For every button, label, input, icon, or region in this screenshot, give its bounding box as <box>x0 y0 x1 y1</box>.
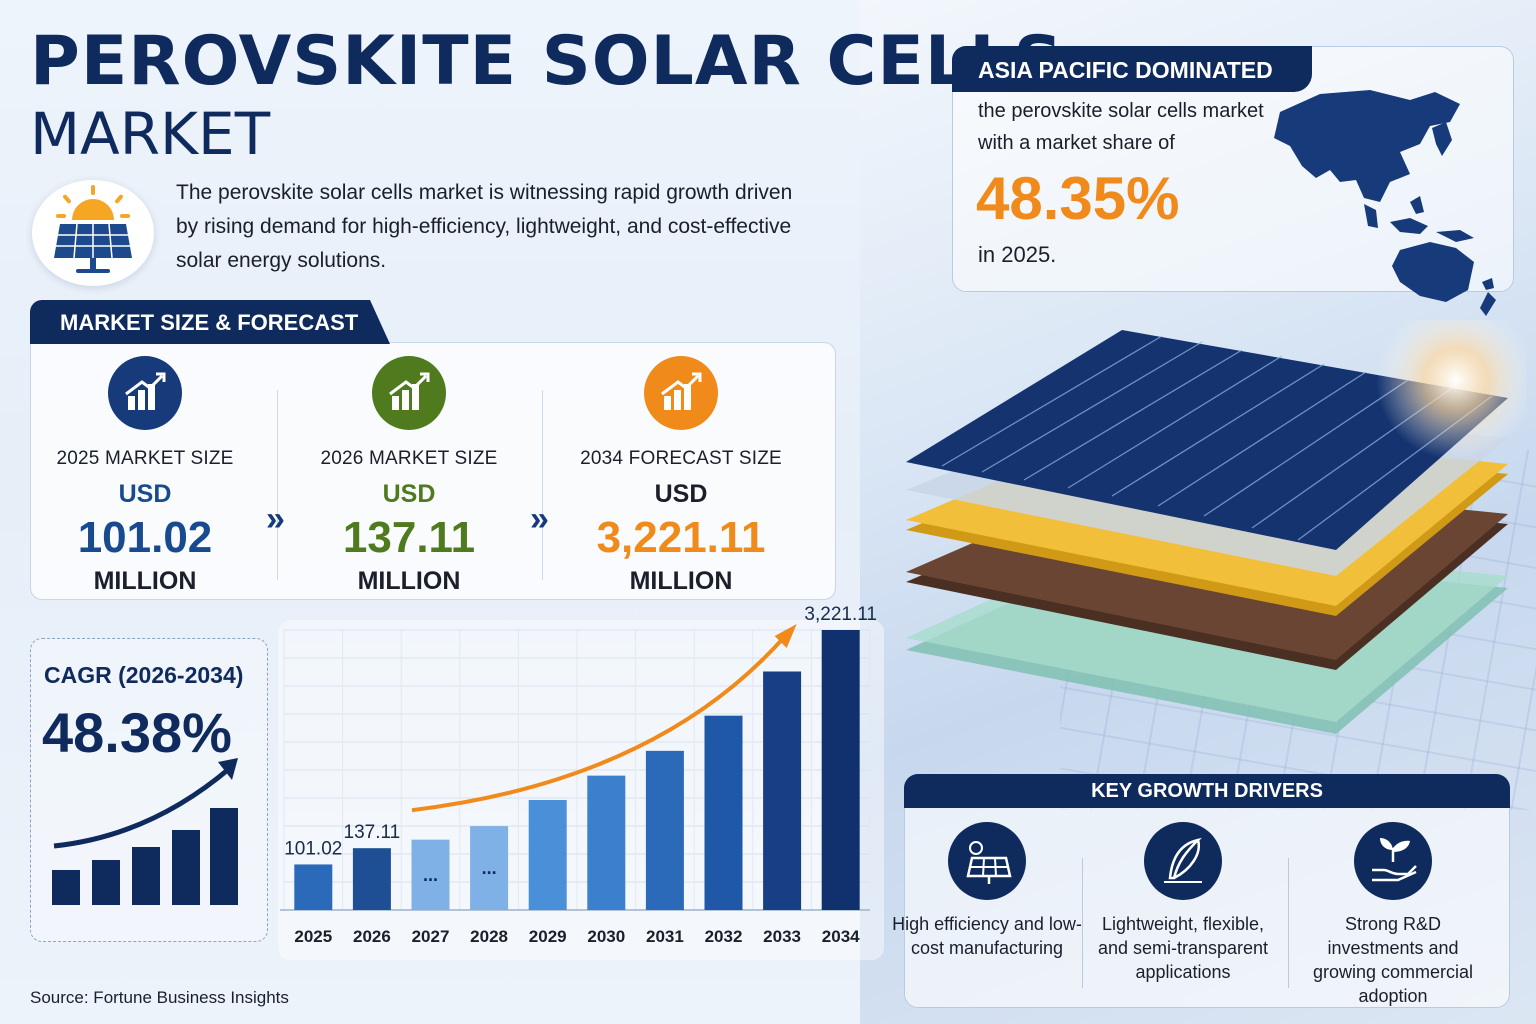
asia-pacific-text: in 2025. <box>978 242 1057 267</box>
market-size-value: 137.11 <box>342 513 476 562</box>
driver-item: High efficiency and low-cost manufacturi… <box>892 822 1082 960</box>
market-size-currency: USD <box>118 480 172 508</box>
cagr-label: CAGR (2026-2034) <box>44 662 244 688</box>
asia-pacific-text: the perovskite solar cells market <box>978 100 1264 122</box>
growth-chart-icon <box>108 356 182 430</box>
chevron-right-icon: » <box>530 500 549 538</box>
market-size-value: 101.02 <box>77 513 213 562</box>
market-size-unit: MILLION <box>357 567 461 595</box>
divider <box>1288 858 1289 988</box>
page-title: PEROVSKITE SOLAR CELLS <box>30 22 1064 101</box>
market-size-unit: MILLION <box>629 567 733 595</box>
chart-panel <box>278 620 884 960</box>
page-subtitle: MARKET <box>30 100 271 168</box>
driver-text: High efficiency and low-cost manufacturi… <box>892 914 1082 958</box>
driver-text: Lightweight, flexible, and semi-transpar… <box>1097 914 1269 982</box>
driver-item: Strong R&D investments and growing comme… <box>1298 822 1488 1008</box>
market-size-heading: MARKET SIZE & FORECAST <box>30 300 390 344</box>
market-size-value: 3,221.11 <box>596 513 766 562</box>
asia-pacific-map <box>1274 90 1496 316</box>
growth-bars-icon <box>52 758 238 905</box>
driver-item: Lightweight, flexible, and semi-transpar… <box>1088 822 1278 984</box>
driver-text: Strong R&D investments and growing comme… <box>1312 914 1474 1006</box>
market-size-2026: 2026 MARKET SIZE USD 137.11 MILLION <box>284 356 534 596</box>
growth-chart-icon <box>372 356 446 430</box>
solar-panel-sun-icon <box>32 180 154 286</box>
asia-pacific-text: with a market share of <box>978 132 1175 154</box>
market-size-label: 2025 MARKET SIZE <box>56 448 234 469</box>
asia-pacific-heading: ASIA PACIFIC DOMINATED <box>952 46 1312 92</box>
market-size-2025: 2025 MARKET SIZE USD 101.02 MILLION <box>20 356 270 596</box>
market-size-2034: 2034 FORECAST SIZE USD 3,221.11 MILLION <box>556 356 806 596</box>
divider <box>1082 858 1083 988</box>
key-growth-drivers-heading: KEY GROWTH DRIVERS <box>904 774 1510 808</box>
solar-panel-icon <box>948 822 1026 900</box>
market-size-label: 2026 MARKET SIZE <box>320 448 498 469</box>
market-size-label: 2034 FORECAST SIZE <box>580 448 782 469</box>
intro-paragraph: The perovskite solar cells market is wit… <box>176 181 793 272</box>
market-size-currency: USD <box>382 480 436 508</box>
divider <box>277 390 278 580</box>
asia-pacific-share: 48.35% <box>976 165 1180 232</box>
perovskite-layers-illustration <box>906 320 1526 734</box>
growth-chart-icon <box>644 356 718 430</box>
divider <box>542 390 543 580</box>
source-note: Source: Fortune Business Insights <box>30 988 289 1007</box>
chevron-right-icon: » <box>266 500 285 538</box>
cagr-value: 48.38% <box>42 701 232 764</box>
feather-icon <box>1144 822 1222 900</box>
market-size-currency: USD <box>654 480 708 508</box>
market-size-unit: MILLION <box>93 567 197 595</box>
hand-plant-icon <box>1354 822 1432 900</box>
